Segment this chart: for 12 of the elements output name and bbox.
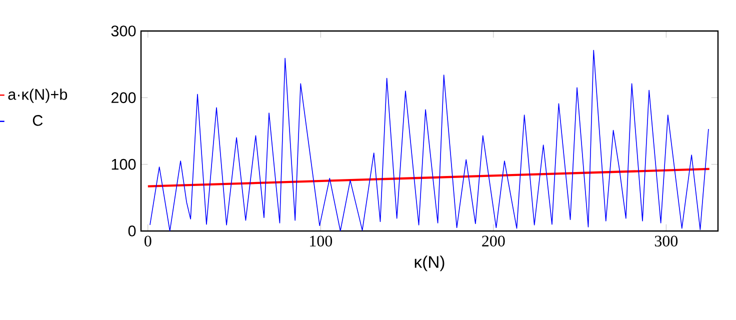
y-tick-label: 300 <box>111 26 136 36</box>
x-tick-label: 100 <box>310 236 332 246</box>
line-series <box>150 50 709 231</box>
y-tick-label: 0 <box>128 226 136 236</box>
x-tick-label: 0 <box>144 236 152 246</box>
legend-label: a·κ(N)+b <box>8 88 68 103</box>
y-tick-label: 100 <box>112 158 136 170</box>
y-tick-label: 200 <box>111 92 136 104</box>
x-tick-label: 200 <box>482 236 505 246</box>
x-tick-label: 300 <box>654 236 678 246</box>
x-axis-title: κ(N) <box>414 256 444 272</box>
legend-label: C <box>32 115 43 126</box>
